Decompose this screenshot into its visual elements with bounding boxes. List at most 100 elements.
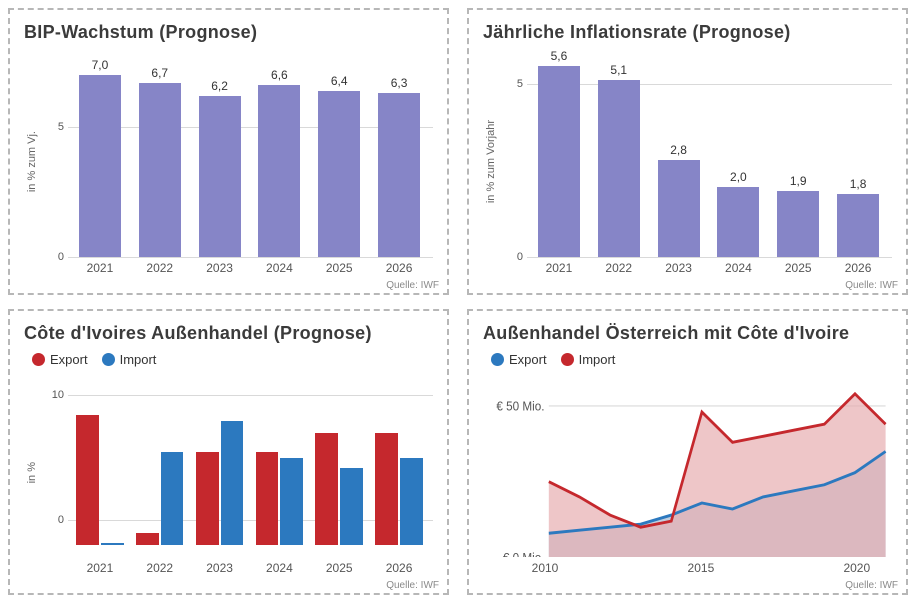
bar-value-label: 1,9 <box>790 174 807 188</box>
bar-slot: 7,0 <box>70 49 130 257</box>
bar <box>101 543 124 545</box>
bar <box>199 96 241 257</box>
bar-value-label: 5,6 <box>551 49 568 63</box>
bar-value-label: 6,7 <box>151 66 168 80</box>
bar <box>256 452 279 545</box>
gridline <box>527 257 892 258</box>
area-chart-svg: € 0 Mio. € 50 Mio. <box>487 371 892 558</box>
area-fill <box>549 393 886 557</box>
x-tick-label: 2026 <box>369 257 429 275</box>
gdp-chart: in % zum Vj. 057,06,76,26,66,46,3 202120… <box>24 49 433 275</box>
x-tick-label: 2023 <box>190 257 250 275</box>
at-ci-trade-panel: Außenhandel Österreich mit Côte d'Ivoire… <box>467 309 908 596</box>
x-tick-label: 2015 <box>688 557 715 575</box>
bar <box>139 83 181 257</box>
legend-label: Export <box>50 352 88 367</box>
inflation-panel: Jährliche Inflationsrate (Prognose) in %… <box>467 8 908 295</box>
bar-slot: 5,1 <box>589 49 649 257</box>
y-tick-label: € 50 Mio. <box>496 399 544 414</box>
bar <box>837 194 879 256</box>
bar-value-label: 6,2 <box>211 79 228 93</box>
y-axis-label: in % zum Vorjahr <box>483 120 499 203</box>
bar <box>340 468 363 545</box>
bar-slot: 6,2 <box>190 49 250 257</box>
bar-value-label: 2,0 <box>730 170 747 184</box>
bar-slot: 6,4 <box>309 49 369 257</box>
legend-item-import: Import <box>102 352 157 367</box>
bar <box>400 458 423 545</box>
x-tick-label: 2026 <box>369 557 429 575</box>
source-label: Quelle: IWF <box>845 580 898 591</box>
bar <box>378 93 420 256</box>
x-tick-label: 2023 <box>649 257 709 275</box>
bar-value-label: 6,3 <box>391 76 408 90</box>
x-tick-label: 2021 <box>529 257 589 275</box>
x-tick-label: 2021 <box>70 557 130 575</box>
x-tick-label: 2022 <box>130 257 190 275</box>
source-label: Quelle: IWF <box>845 280 898 291</box>
x-tick-label: 2020 <box>843 557 870 575</box>
bar <box>315 433 338 545</box>
legend-label: Import <box>120 352 157 367</box>
bar-value-label: 6,4 <box>331 74 348 88</box>
x-tick-label: 2026 <box>828 257 888 275</box>
bar <box>777 191 819 257</box>
gdp-growth-panel: BIP-Wachstum (Prognose) in % zum Vj. 057… <box>8 8 449 295</box>
bar-slot: 6,3 <box>369 49 429 257</box>
bar <box>196 452 219 545</box>
bar <box>221 421 244 545</box>
x-tick-label: 2025 <box>309 557 369 575</box>
x-tick-label: 2025 <box>768 257 828 275</box>
bar-slot: 2,0 <box>708 49 768 257</box>
gridline <box>68 257 433 258</box>
legend-item-export: Export <box>32 352 88 367</box>
bar-value-label: 6,6 <box>271 68 288 82</box>
legend-swatch-icon <box>491 353 504 366</box>
bar-slot: 1,8 <box>828 49 888 257</box>
bar-group <box>249 371 309 558</box>
y-tick-label: € 0 Mio. <box>503 550 545 557</box>
panel-title: Côte d'Ivoires Außenhandel (Prognose) <box>24 323 433 344</box>
y-tick-label: 10 <box>40 389 64 401</box>
legend: Export Import <box>32 352 433 367</box>
source-label: Quelle: IWF <box>386 580 439 591</box>
legend-swatch-icon <box>561 353 574 366</box>
bar <box>375 433 398 545</box>
y-tick-label: 5 <box>40 121 64 133</box>
panel-title: Jährliche Inflationsrate (Prognose) <box>483 22 892 43</box>
y-tick-label: 0 <box>40 514 64 526</box>
bar-slot: 1,9 <box>768 49 828 257</box>
x-tick-label: 2024 <box>708 257 768 275</box>
panel-title: BIP-Wachstum (Prognose) <box>24 22 433 43</box>
bar <box>318 91 360 257</box>
bar-group <box>130 371 190 558</box>
bar-value-label: 5,1 <box>610 63 627 77</box>
bar-slot: 6,6 <box>249 49 309 257</box>
bar <box>598 80 640 256</box>
bar <box>258 85 300 256</box>
x-tick-label: 2024 <box>249 257 309 275</box>
bar-value-label: 2,8 <box>670 143 687 157</box>
ci-trade-chart: in % 010 202120222023202420252026 <box>24 371 433 576</box>
bar-group <box>309 371 369 558</box>
legend-item-import: Import <box>561 352 616 367</box>
y-tick-label: 0 <box>499 251 523 263</box>
legend: Export Import <box>491 352 892 367</box>
legend-label: Import <box>579 352 616 367</box>
ci-trade-panel: Côte d'Ivoires Außenhandel (Prognose) Ex… <box>8 309 449 596</box>
bar-slot: 2,8 <box>649 49 709 257</box>
y-tick-label: 5 <box>499 78 523 90</box>
bar-value-label: 7,0 <box>92 58 109 72</box>
bar-slot: 6,7 <box>130 49 190 257</box>
panel-title: Außenhandel Österreich mit Côte d'Ivoire <box>483 323 892 344</box>
bar-value-label: 1,8 <box>850 177 867 191</box>
x-tick-label: 2022 <box>589 257 649 275</box>
bar-group <box>190 371 250 558</box>
x-tick-label: 2021 <box>70 257 130 275</box>
bar <box>79 75 121 257</box>
bar <box>280 458 303 545</box>
x-tick-label: 2022 <box>130 557 190 575</box>
bar-group <box>369 371 429 558</box>
y-axis-label: in % <box>24 462 40 483</box>
bar <box>161 452 184 545</box>
